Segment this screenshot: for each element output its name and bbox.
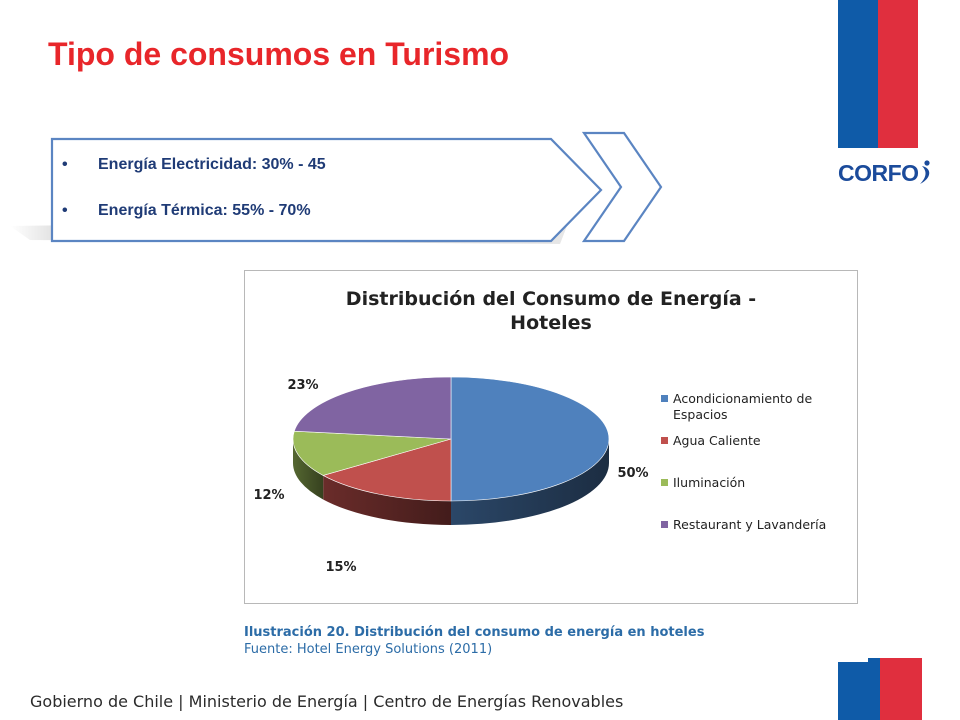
- callout-arrow-shape: [50, 137, 603, 243]
- figure-caption: Ilustración 20. Distribución del consumo…: [244, 624, 704, 658]
- bullet-text-termica: Energía Térmica: 55% - 70%: [98, 202, 311, 219]
- pie-slice-side: [323, 475, 451, 525]
- chart-title: Distribución del Consumo de Energía - Ho…: [245, 287, 857, 335]
- pie-chart: 50% 15% 12% 23%: [253, 376, 649, 575]
- pie-data-label: 12%: [253, 488, 284, 503]
- legend-label: Restaurant y Lavandería: [673, 517, 827, 532]
- flag-white-notch: [838, 658, 868, 662]
- bullet-text-electricidad: Energía Electricidad: 30% - 45: [98, 156, 326, 173]
- corfo-logo: CORFO: [838, 160, 938, 190]
- footer-text: Gobierno de Chile | Ministerio de Energí…: [30, 692, 624, 711]
- pie-slice: [322, 438, 452, 502]
- pie-slice-side: [451, 439, 609, 525]
- legend-label: Iluminación: [673, 475, 746, 490]
- pie-chart-frame: Distribución del Consumo de Energía - Ho…: [244, 270, 858, 604]
- legend-label: Agua Caliente: [673, 433, 761, 448]
- slide-title: Tipo de consumos en Turismo: [48, 36, 510, 72]
- chart-legend: Acondicionamiento de Espacios Agua Calient…: [657, 391, 853, 559]
- chart-title-line: Hoteles: [510, 312, 592, 334]
- legend-label: Espacios: [673, 407, 728, 422]
- legend-item: Iluminación: [657, 475, 853, 491]
- legend-swatch: [661, 521, 668, 528]
- pie-slice-side: [293, 439, 324, 500]
- caption-source: Fuente: Hotel Energy Solutions (2011): [244, 642, 493, 657]
- legend-swatch: [661, 479, 668, 486]
- caption-title: Ilustración 20. Distribución del consumo…: [244, 625, 705, 640]
- bullet-marker: •: [62, 156, 68, 173]
- bullet-marker: •: [62, 202, 68, 219]
- pie-slice: [450, 376, 610, 502]
- bullet-callout-box: [10, 131, 663, 244]
- pie-slice: [293, 376, 452, 440]
- flag-red-stripe: [878, 0, 918, 148]
- pie-slice: [292, 430, 452, 476]
- pie-data-label: 23%: [287, 378, 318, 393]
- corfo-swoosh-icon: [920, 160, 930, 184]
- flag-red-stripe: [880, 658, 922, 720]
- chart-title-line: Distribución del Consumo de Energía -: [345, 288, 757, 310]
- legend-item: Agua Caliente: [657, 433, 853, 449]
- corfo-logo-text: CORFO: [838, 160, 919, 186]
- bullet-list: • Energía Electricidad: 30% - 45 • Energ…: [62, 148, 326, 240]
- legend-item: Restaurant y Lavandería: [657, 517, 853, 533]
- chevron-right-icon: [581, 131, 663, 243]
- legend-swatch: [661, 437, 668, 444]
- chile-flag-stripe-bottom: [838, 658, 922, 720]
- legend-swatch: [661, 395, 668, 402]
- legend-label: Acondicionamiento de: [673, 391, 813, 406]
- chile-flag-stripe-top: [838, 0, 918, 148]
- pie-data-label: 50%: [617, 466, 648, 481]
- bullet-item: • Energía Térmica: 55% - 70%: [62, 194, 326, 240]
- pie-data-label: 15%: [325, 560, 356, 575]
- bullet-item: • Energía Electricidad: 30% - 45: [62, 148, 326, 194]
- legend-item: Acondicionamiento de Espacios: [657, 391, 853, 423]
- flag-blue-stripe: [838, 0, 878, 148]
- flag-blue-stripe: [838, 658, 880, 720]
